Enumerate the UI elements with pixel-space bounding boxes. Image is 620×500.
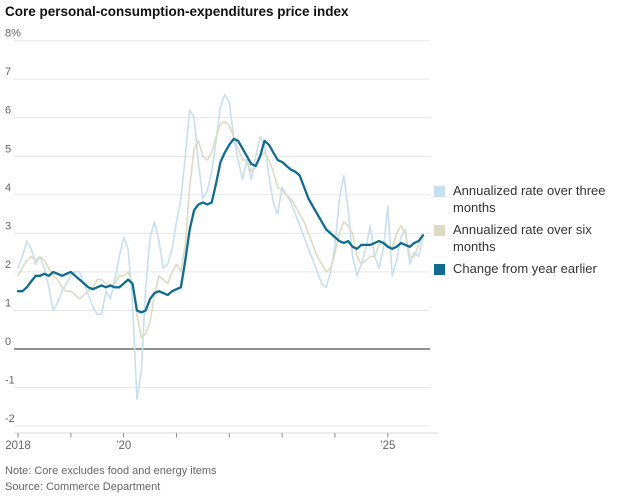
legend-label: Annualized rate over three months bbox=[453, 183, 606, 215]
series-line-six-month bbox=[17, 120, 424, 339]
y-axis-tick-label: 3 bbox=[5, 220, 11, 232]
series-line-three-month bbox=[17, 93, 424, 400]
note: Note: Core excludes food and energy item… bbox=[5, 465, 217, 477]
y-axis-tick-label: 1 bbox=[5, 297, 11, 309]
legend-label: Annualized rate over six months bbox=[453, 221, 592, 254]
legend: Annualized rate over three months Annual… bbox=[434, 183, 618, 282]
y-axis-tick-label: 5 bbox=[5, 143, 11, 155]
legend-swatch-year-earlier bbox=[434, 263, 445, 275]
x-axis-tick-label: ’20 bbox=[116, 440, 131, 452]
y-axis-tick-label: -2 bbox=[5, 413, 15, 425]
legend-swatch-six-month bbox=[434, 224, 445, 236]
y-axis-tick-label: 2 bbox=[5, 259, 11, 271]
legend-item: Change from year earlier bbox=[434, 261, 618, 278]
x-axis-tick-label: ’25 bbox=[380, 440, 395, 452]
source: Source: Commerce Department bbox=[5, 481, 161, 493]
y-axis-tick-label: -1 bbox=[5, 375, 15, 387]
y-axis-tick-label: 4 bbox=[5, 182, 11, 194]
legend-item: Annualized rate over three months bbox=[434, 183, 618, 217]
x-axis-tick-label: 2018 bbox=[5, 440, 31, 452]
legend-item: Annualized rate over six months bbox=[434, 222, 618, 256]
y-axis-tick-label: 6 bbox=[5, 105, 11, 117]
y-axis-tick-label: 7 bbox=[5, 66, 11, 78]
y-axis-tick-label: 8% bbox=[5, 28, 21, 40]
series-line-year-earlier bbox=[16, 137, 425, 314]
y-axis-tick-label: 0 bbox=[5, 336, 11, 348]
page-title: Core personal-consumption-expenditures p… bbox=[5, 4, 349, 19]
legend-swatch-three-month bbox=[434, 186, 445, 197]
legend-label: Change from year earlier bbox=[453, 260, 597, 276]
